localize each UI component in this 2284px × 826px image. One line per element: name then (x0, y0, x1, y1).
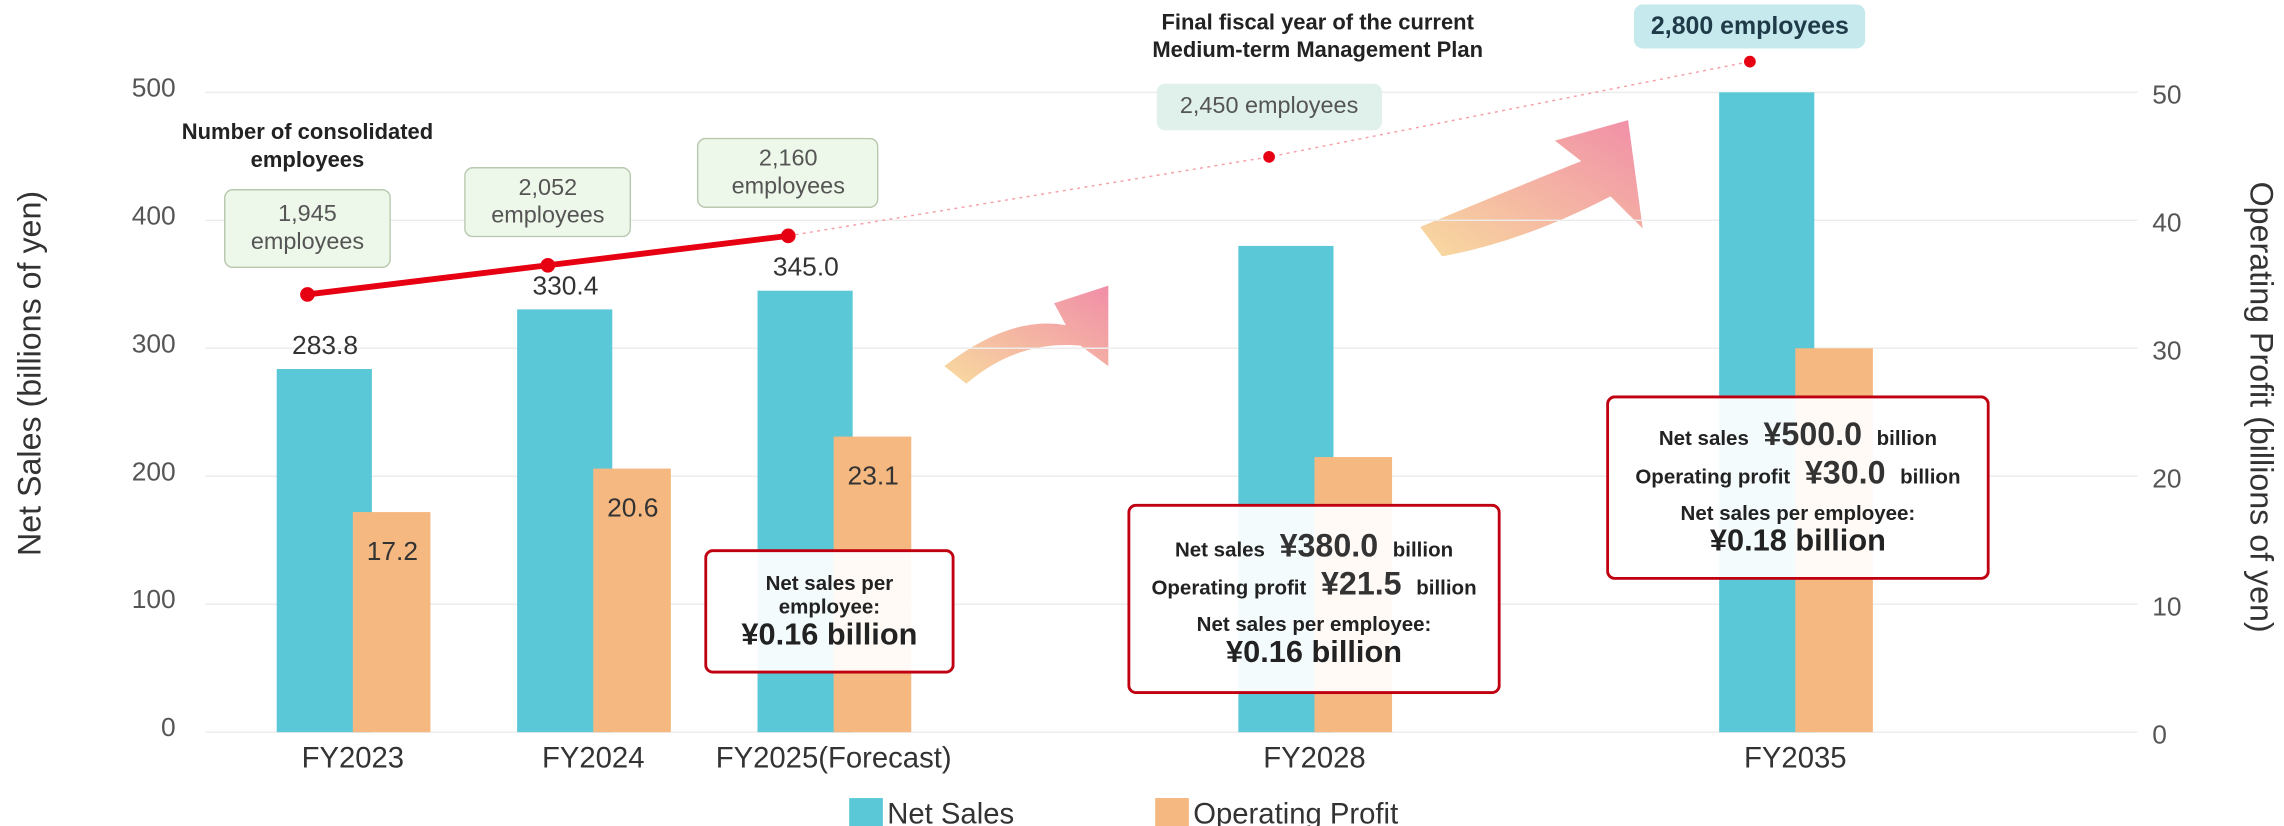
value-label: 20.6 (607, 493, 658, 523)
employees-label: 2,450 employees (1156, 83, 1382, 131)
per-employee-label: Net sales per employee: (765, 570, 894, 618)
label: Net sales (1174, 537, 1265, 561)
value: ¥30.0 (1804, 453, 1886, 491)
employees-title: Number of consolidated employees (181, 120, 434, 173)
fy2028-box: Net sales ¥380.0 billion Operating profit ¥… (1127, 503, 1501, 695)
y-tick-label: 400 (132, 200, 176, 230)
legend-label: Net Sales (887, 797, 1014, 826)
y2-tick-label: 50 (2152, 80, 2181, 110)
employees-label-box: 2,052 employees (464, 167, 632, 238)
label: Operating profit (1151, 575, 1307, 599)
arrow (1420, 120, 1643, 257)
legend-swatch (849, 798, 883, 826)
y2-tick-label: 0 (2152, 720, 2167, 750)
per-employee-value: ¥0.16 billion (1226, 635, 1403, 670)
value-label: 17.2 (367, 536, 418, 566)
bar (593, 468, 671, 733)
unit: billion (1416, 575, 1477, 599)
legend-label: Operating Profit (1193, 797, 1398, 826)
employees-label-box: 2,450 employees (1156, 83, 1382, 131)
legend-swatch (1155, 798, 1189, 826)
fy2025-box: Net sales per employee: ¥0.16 billion (704, 549, 955, 674)
y-axis-title: Net Sales (billions of yen) (12, 191, 48, 556)
x-tick-label: FY2025(Forecast) (716, 742, 952, 775)
label: Net sales (1658, 426, 1749, 450)
y-tick-label: 200 (132, 456, 176, 486)
value: ¥380.0 (1279, 527, 1379, 564)
y2-tick-label: 20 (2152, 464, 2181, 494)
employees-point (1263, 151, 1275, 163)
box: Net sales ¥380.0 billion Operating profit ¥… (1127, 503, 1501, 695)
x-tick-label: FY2024 (542, 742, 645, 775)
per-employee-value: ¥0.18 billion (1709, 524, 1886, 558)
employees-line-forecast (788, 60, 1751, 237)
employees-point (780, 228, 796, 244)
employees-label: 2,160 employees (697, 137, 880, 209)
employees-label-box: 2,800 employees (1634, 4, 1866, 49)
bar (352, 512, 431, 733)
y-tick-label: 0 (161, 712, 176, 742)
value-label: 345.0 (773, 252, 839, 282)
value-label: 23.1 (848, 461, 899, 491)
y2-tick-label: 40 (2152, 208, 2181, 238)
y2-tick-label: 10 (2152, 592, 2181, 622)
arrow (944, 285, 1109, 384)
value-label: 283.8 (292, 330, 358, 360)
y2-axis-title: Operating Profit (billions of yen) (2244, 182, 2280, 633)
value: ¥21.5 (1320, 565, 1402, 602)
unit: billion (1876, 426, 1938, 450)
y-tick-label: 300 (132, 328, 176, 358)
employees-label-box: 1,945 employees (224, 188, 391, 269)
unit: billion (1900, 464, 1961, 488)
employees-point (540, 257, 556, 273)
fy2035-box: Net sales ¥500.0 billion Operating profit ¥… (1606, 395, 1990, 580)
employees-label: 2,800 employees (1634, 4, 1866, 49)
employees-title-text: Number of consolidated employees (181, 120, 434, 173)
x-tick-label: FY2028 (1263, 742, 1366, 775)
employees-point (1744, 55, 1756, 68)
x-tick-label: FY2023 (302, 742, 405, 775)
per-employee-value: ¥0.16 billion (741, 617, 918, 651)
label: Operating profit (1635, 464, 1791, 488)
value: ¥500.0 (1763, 415, 1863, 453)
y-tick-label: 100 (132, 584, 176, 614)
unit: billion (1392, 537, 1454, 561)
y2-tick-label: 30 (2152, 336, 2181, 366)
box: Net sales per employee: ¥0.16 billion (704, 549, 955, 674)
value-label: 330.4 (532, 270, 598, 300)
employees-point (300, 287, 315, 302)
x-tick-label: FY2035 (1744, 742, 1847, 775)
plan-note: Final fiscal year of the current Medium-… (1152, 10, 1484, 63)
y-tick-label: 500 (132, 72, 176, 102)
employees-label-box: 2,160 employees (697, 137, 880, 209)
plan-note-text: Final fiscal year of the current Medium-… (1152, 10, 1484, 63)
per-employee-label: Net sales per employee: (1680, 500, 1916, 525)
per-employee-label: Net sales per employee: (1196, 612, 1432, 636)
employees-label: 2,052 employees (464, 167, 632, 238)
box: Net sales ¥500.0 billion Operating profit ¥… (1606, 395, 1990, 580)
employees-label: 1,945 employees (224, 188, 391, 269)
